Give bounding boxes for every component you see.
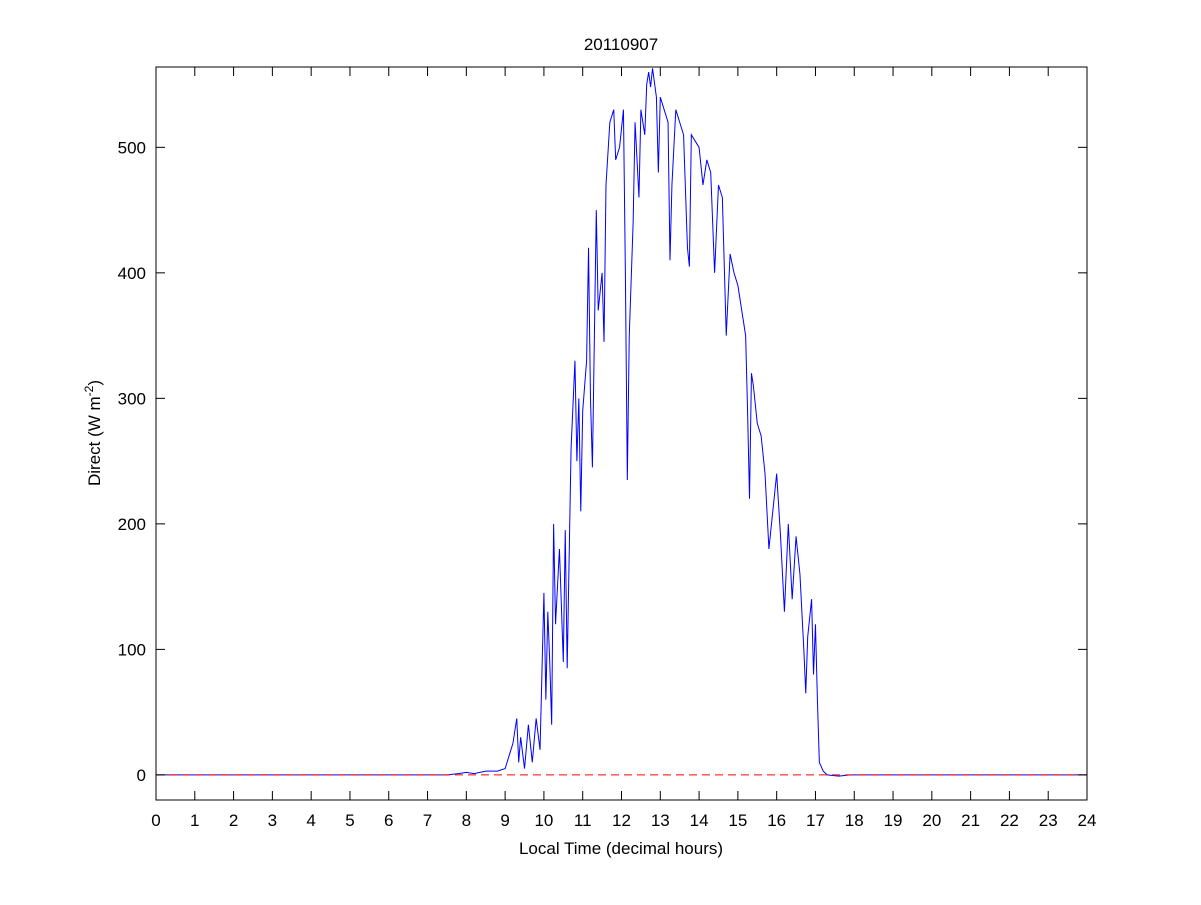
x-tick-label: 0	[151, 811, 160, 830]
y-tick-label: 500	[118, 138, 146, 157]
y-tick-label: 400	[118, 264, 146, 283]
x-tick-label: 8	[462, 811, 471, 830]
y-tick-label: 200	[118, 515, 146, 534]
x-tick-label: 12	[612, 811, 631, 830]
x-tick-label: 1	[190, 811, 199, 830]
x-tick-label: 3	[268, 811, 277, 830]
x-axis-label: Local Time (decimal hours)	[519, 839, 723, 858]
x-tick-label: 10	[534, 811, 553, 830]
x-tick-label: 5	[345, 811, 354, 830]
x-tick-label: 22	[1000, 811, 1019, 830]
x-tick-label: 4	[306, 811, 315, 830]
x-tick-label: 19	[884, 811, 903, 830]
x-tick-label: 23	[1039, 811, 1058, 830]
y-label-superscript: -2	[82, 385, 96, 396]
x-tick-label: 18	[845, 811, 864, 830]
x-tick-label: 20	[922, 811, 941, 830]
x-tick-label: 7	[423, 811, 432, 830]
x-tick-label: 9	[500, 811, 509, 830]
y-label-text: Direct (W m	[85, 396, 104, 486]
x-tick-label: 16	[767, 811, 786, 830]
y-axis-label: Direct (W m-2)	[82, 380, 104, 486]
y-tick-label: 0	[137, 766, 146, 785]
y-label-suffix: )	[85, 380, 104, 386]
x-tick-label: 14	[690, 811, 709, 830]
x-tick-label: 11	[574, 811, 592, 830]
chart-title: 20110907	[584, 35, 658, 54]
x-tick-label: 24	[1078, 811, 1097, 830]
x-tick-label: 15	[728, 811, 747, 830]
y-tick-label: 100	[118, 640, 146, 659]
x-tick-label: 2	[229, 811, 238, 830]
x-tick-label: 13	[651, 811, 670, 830]
data-line	[156, 68, 1087, 777]
y-tick-label: 300	[118, 389, 146, 408]
x-tick-label: 21	[961, 811, 980, 830]
x-tick-label: 6	[384, 811, 393, 830]
x-tick-label: 17	[806, 811, 825, 830]
